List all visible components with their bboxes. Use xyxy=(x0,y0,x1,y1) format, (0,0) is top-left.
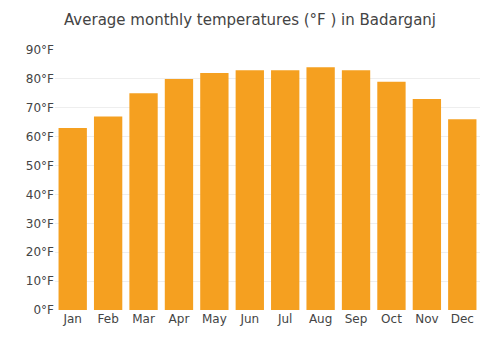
svg-text:Sep: Sep xyxy=(345,312,368,326)
svg-text:50°F: 50°F xyxy=(26,159,54,173)
svg-text:Apr: Apr xyxy=(169,312,190,326)
svg-text:40°F: 40°F xyxy=(26,188,54,202)
svg-text:Jan: Jan xyxy=(62,312,82,326)
svg-text:Jul: Jul xyxy=(277,312,292,326)
svg-text:0°F: 0°F xyxy=(33,303,54,317)
svg-text:Mar: Mar xyxy=(132,312,155,326)
svg-text:80°F: 80°F xyxy=(26,72,54,86)
svg-text:30°F: 30°F xyxy=(26,217,54,231)
svg-text:Nov: Nov xyxy=(415,312,438,326)
svg-text:10°F: 10°F xyxy=(26,274,54,288)
svg-text:May: May xyxy=(202,312,227,326)
svg-text:70°F: 70°F xyxy=(26,101,54,115)
svg-text:90°F: 90°F xyxy=(26,43,54,57)
svg-text:20°F: 20°F xyxy=(26,245,54,259)
svg-text:Dec: Dec xyxy=(451,312,474,326)
svg-text:Aug: Aug xyxy=(309,312,332,326)
svg-text:60°F: 60°F xyxy=(26,130,54,144)
svg-text:Jun: Jun xyxy=(239,312,259,326)
svg-text:Average monthly temperatures (: Average monthly temperatures (°F ) in Ba… xyxy=(64,11,436,29)
svg-text:Feb: Feb xyxy=(98,312,119,326)
svg-text:Oct: Oct xyxy=(381,312,402,326)
